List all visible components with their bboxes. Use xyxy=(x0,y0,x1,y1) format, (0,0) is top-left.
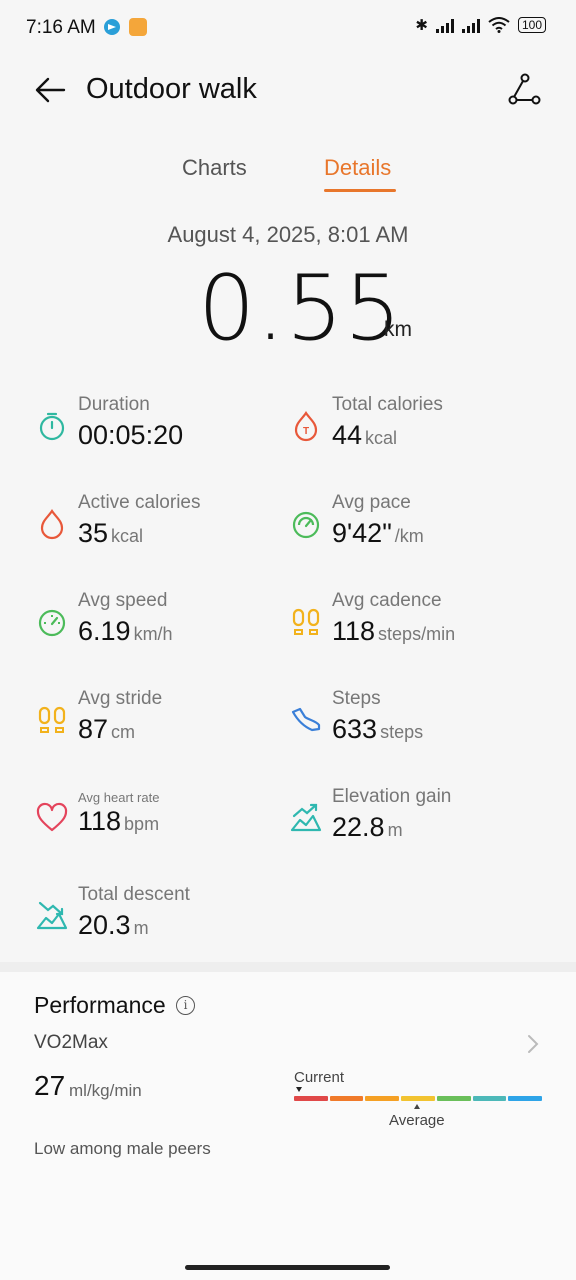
speed-gauge-icon xyxy=(38,609,66,637)
vo2max-label: VO2Max xyxy=(34,1032,108,1053)
route-icon[interactable] xyxy=(505,72,543,108)
scale-segment-2 xyxy=(329,1096,364,1101)
scale-segment-7 xyxy=(508,1096,543,1101)
metric-value: 22.8 xyxy=(332,812,385,842)
peer-comparison: Low among male peers xyxy=(34,1139,211,1158)
active-tab-indicator xyxy=(324,189,396,192)
metric-label: Active calories xyxy=(78,492,201,513)
metric-active-calories: Active calories 35 kcal xyxy=(36,492,296,564)
metric-unit: kcal xyxy=(111,526,144,546)
calorie-flame-icon: T xyxy=(294,411,318,442)
metric-unit: /km xyxy=(394,526,424,546)
signal-icon xyxy=(435,18,454,33)
metric-value: 118 xyxy=(332,616,376,646)
metric-unit: steps/min xyxy=(378,624,456,644)
metric-unit: m xyxy=(133,918,149,938)
metric-label: Total descent xyxy=(78,884,190,905)
metric-steps: Steps 633 steps xyxy=(290,688,550,760)
current-marker xyxy=(296,1087,302,1092)
scale-segment-3 xyxy=(365,1096,400,1101)
metric-value: 118 xyxy=(78,806,122,836)
flame-icon xyxy=(40,509,64,540)
scale-segment-1 xyxy=(294,1096,328,1101)
section-divider xyxy=(0,962,576,972)
elevation-down-icon xyxy=(36,901,68,930)
metric-avg-heart-rate: Avg heart rate 118 bpm xyxy=(36,788,296,858)
chevron-right-icon[interactable] xyxy=(524,1033,542,1055)
scale-segment-6 xyxy=(472,1096,507,1101)
metric-value: 6.19 xyxy=(78,616,131,646)
metric-value: 87 xyxy=(78,714,109,744)
metric-avg-pace: Avg pace 9'42"/km xyxy=(290,492,550,564)
vo2max-unit: ml/kg/min xyxy=(69,1081,142,1100)
tab-charts[interactable]: Charts xyxy=(182,155,247,180)
metric-value: 20.3 xyxy=(78,910,131,940)
app-notification-icon xyxy=(129,18,147,36)
metric-unit: steps xyxy=(380,722,424,742)
tab-details[interactable]: Details xyxy=(324,155,392,180)
stopwatch-icon xyxy=(39,412,65,441)
metric-value: 633 xyxy=(332,714,378,744)
footprints-icon xyxy=(292,608,320,635)
metric-value: 9'42" xyxy=(332,518,392,548)
vo2max-scale xyxy=(294,1096,543,1101)
elevation-up-icon xyxy=(290,803,322,832)
status-time: 7:16 AM xyxy=(26,17,96,38)
metric-value: 35 xyxy=(78,518,109,548)
metric-label: Steps xyxy=(332,688,381,709)
average-label: Average xyxy=(389,1112,445,1129)
metric-value: 44 xyxy=(332,420,363,450)
metric-elevation-gain: Elevation gain 22.8 m xyxy=(290,786,550,858)
page-title: Outdoor walk xyxy=(86,73,257,105)
scale-segment-5 xyxy=(436,1096,471,1101)
signal-icon-2 xyxy=(461,18,480,33)
metric-total-calories: T Total calories 44 kcal xyxy=(290,394,550,466)
metric-unit: kcal xyxy=(365,428,398,448)
metric-label: Duration xyxy=(78,394,150,415)
svg-text:T: T xyxy=(303,426,309,437)
wifi-icon xyxy=(488,17,510,33)
metric-label: Avg cadence xyxy=(332,590,442,611)
metric-unit: bpm xyxy=(124,814,160,834)
metric-unit: m xyxy=(387,820,403,840)
metric-avg-cadence: Avg cadence 118 steps/min xyxy=(290,590,550,662)
metric-value: 00:05:20 xyxy=(78,420,184,450)
distance-value: 0.55 xyxy=(198,256,403,361)
shoe-icon xyxy=(291,707,321,732)
performance-card[interactable] xyxy=(0,972,576,1280)
status-icons: ✱ 100 xyxy=(415,16,546,34)
metric-unit: cm xyxy=(111,722,136,742)
performance-title: Performance xyxy=(34,992,166,1018)
vo2max-value: 27 xyxy=(34,1070,66,1101)
battery-icon: 100 xyxy=(517,17,546,33)
bluetooth-icon: ✱ xyxy=(415,17,428,34)
scale-segment-4 xyxy=(401,1096,435,1101)
telegram-icon xyxy=(104,19,120,35)
metric-unit: km/h xyxy=(133,624,173,644)
metric-avg-speed: Avg speed 6.19 km/h xyxy=(36,590,296,662)
metric-total-descent: Total descent 20.3 m xyxy=(36,884,296,956)
metric-label: Elevation gain xyxy=(332,786,452,807)
back-arrow-icon[interactable] xyxy=(34,74,66,106)
metric-label: Avg pace xyxy=(332,492,411,513)
average-marker xyxy=(414,1104,420,1109)
heart-icon xyxy=(36,802,68,832)
workout-date: August 4, 2025, 8:01 AM xyxy=(167,222,409,247)
footprints-icon xyxy=(38,706,66,733)
info-icon[interactable]: i xyxy=(176,996,195,1015)
metric-label: Avg heart rate xyxy=(78,790,160,805)
speedometer-icon xyxy=(292,511,320,539)
home-indicator[interactable] xyxy=(185,1265,390,1270)
current-label: Current xyxy=(294,1069,345,1086)
metric-duration: Duration 00:05:20 xyxy=(36,394,296,466)
metric-label: Avg stride xyxy=(78,688,163,709)
metric-label: Total calories xyxy=(332,394,443,415)
distance-unit: km xyxy=(384,318,412,341)
metric-label: Avg speed xyxy=(78,590,168,611)
metric-avg-stride: Avg stride 87 cm xyxy=(36,688,296,760)
